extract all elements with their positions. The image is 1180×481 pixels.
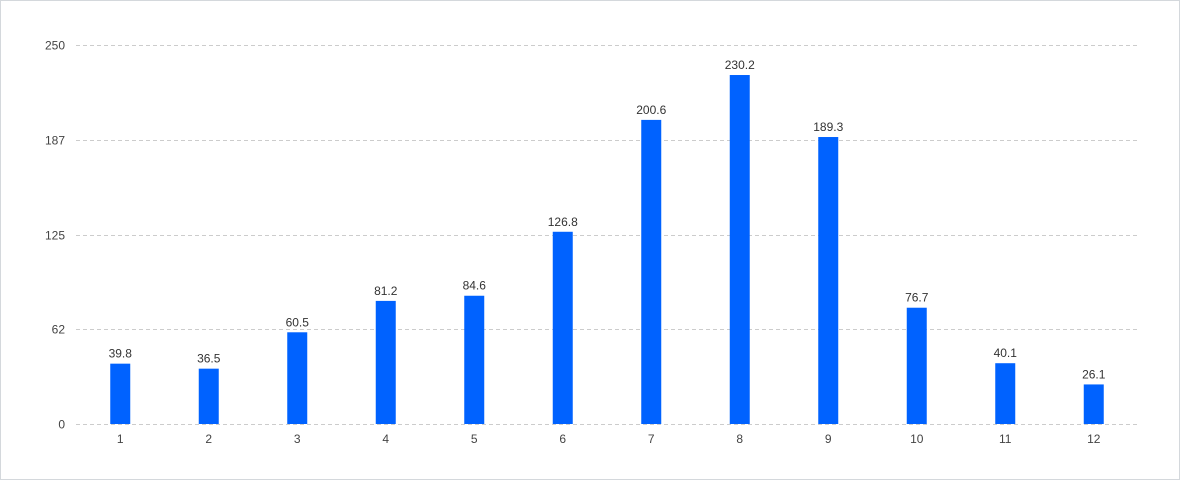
bar	[1083, 384, 1104, 424]
bar	[818, 137, 839, 425]
data-label: 76.7	[905, 291, 929, 305]
y-tick-label: 187	[45, 134, 65, 148]
bar	[198, 368, 219, 424]
bar	[464, 295, 485, 424]
x-tick-label: 9	[825, 432, 832, 446]
data-label: 230.2	[725, 58, 755, 72]
x-tick-label: 8	[736, 432, 743, 446]
bar	[995, 363, 1016, 424]
data-label: 40.1	[994, 346, 1018, 360]
x-tick-label: 3	[294, 432, 301, 446]
bar	[110, 363, 131, 424]
x-tick-label: 7	[648, 432, 655, 446]
bar	[641, 119, 662, 424]
data-label: 36.5	[197, 352, 221, 366]
y-tick-label: 125	[45, 229, 65, 243]
x-tick-label: 4	[382, 432, 389, 446]
y-tick-label: 0	[58, 418, 65, 432]
y-tick-label: 250	[45, 39, 65, 53]
data-label: 200.6	[636, 103, 666, 117]
data-label: 60.5	[286, 315, 310, 329]
x-tick-label: 5	[471, 432, 478, 446]
data-label: 84.6	[463, 279, 487, 293]
x-tick-label: 10	[910, 432, 924, 446]
x-tick-label: 6	[559, 432, 566, 446]
bar	[729, 75, 750, 425]
bar	[552, 231, 573, 424]
data-label: 26.1	[1082, 367, 1106, 381]
x-tick-label: 2	[205, 432, 212, 446]
data-label: 39.8	[109, 347, 133, 361]
bar	[375, 300, 396, 424]
bar	[906, 307, 927, 424]
y-tick-label: 62	[52, 323, 66, 337]
x-tick-label: 11	[999, 432, 1012, 446]
bar	[287, 332, 308, 424]
data-label: 81.2	[374, 284, 398, 298]
x-tick-label: 1	[117, 432, 124, 446]
data-label: 189.3	[813, 120, 843, 134]
data-label: 126.8	[548, 215, 578, 229]
x-tick-label: 12	[1087, 432, 1101, 446]
